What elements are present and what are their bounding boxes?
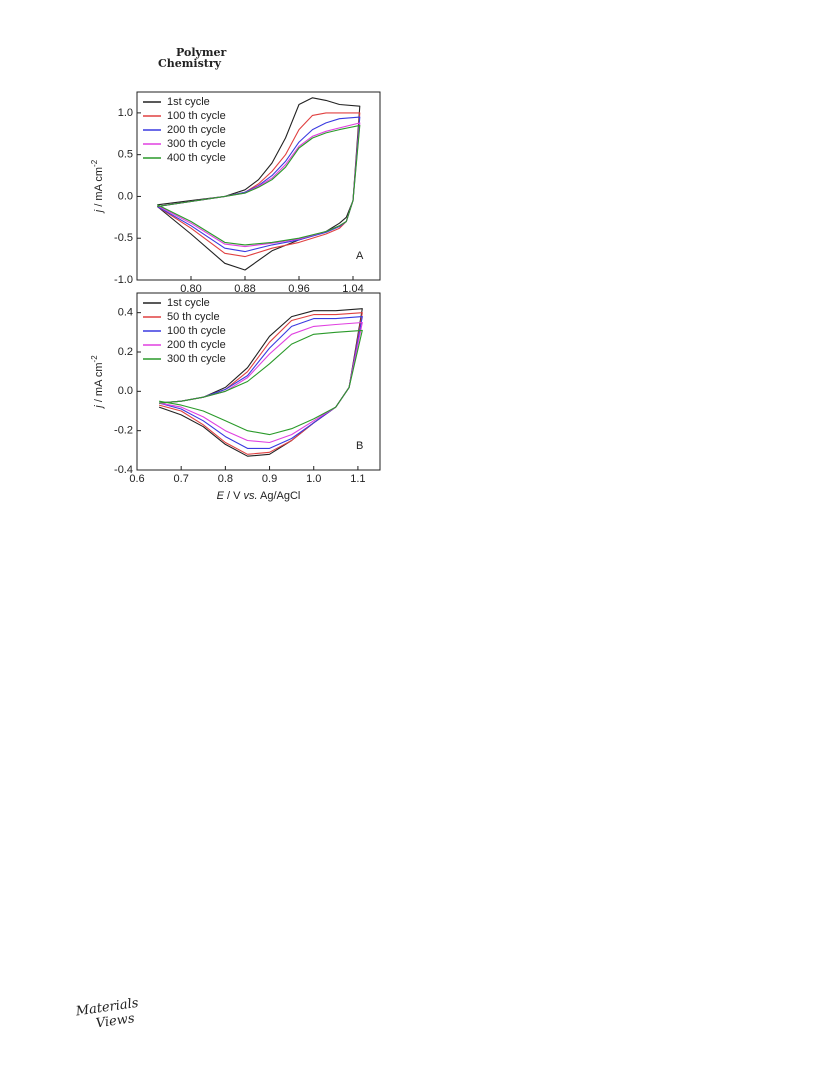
x-tick-label: 0.96 [288,283,309,295]
axis-label-part: E [217,490,225,502]
x-tick-label: 1.1 [350,473,365,485]
y-tick-label: 0.2 [118,346,133,358]
x-tick-label: 0.88 [234,283,255,295]
journal-title: Chemistry [158,57,222,70]
y-axis-label: j / mA cm-2 [90,355,105,410]
panel-label: B [356,440,363,452]
axis-label-part: Ag/AgCl [258,490,301,502]
cv-curve [159,321,363,444]
y-tick-label: 1.0 [118,107,133,119]
axis-label-part: j [93,209,105,214]
legend-label: 1st cycle [167,96,210,108]
x-tick-label: 1.04 [342,283,363,295]
cv-curve [158,316,363,449]
journal-title: Polymer [176,46,227,59]
plot-frame [136,91,381,281]
x-tick-label: 1.0 [306,473,321,485]
axis-label-part: -2 [90,355,99,363]
x-tick-label: 0.9 [262,473,277,485]
cv-curve [157,112,361,258]
axis-label-part: -2 [90,159,99,167]
panel-label: A [356,250,364,262]
axis-label-part: j [93,405,105,410]
axis-label-part: / mA cm [93,167,105,210]
y-tick-label: -0.2 [114,425,133,437]
legend-label: 50 th cycle [167,311,220,323]
x-tick-label: 0.7 [174,473,189,485]
x-axis-label: E / V vs. Ag/AgCl [217,490,301,502]
cv-curve [159,329,363,436]
legend-label: 400 th cycle [167,152,226,164]
axis-label-part: / V [224,490,244,502]
x-tick-label: 0.80 [180,283,201,295]
plot-frame [136,292,381,471]
legend-label: 1st cycle [167,297,210,309]
cv-curve [157,116,361,253]
cv-curve [157,124,361,246]
axis-label-part: / mA cm [93,362,105,405]
y-tick-label: -0.5 [114,232,133,244]
y-tick-label: -1.0 [114,274,133,286]
legend-label: 300 th cycle [167,138,226,150]
legend-label: 200 th cycle [167,124,226,136]
y-axis-label: j / mA cm-2 [90,159,105,214]
x-tick-label: 0.6 [129,473,144,485]
y-tick-label: 0.0 [118,385,133,397]
axis-label-part: vs. [244,490,258,502]
y-tick-label: -0.4 [114,464,133,476]
x-tick-label: 0.8 [218,473,233,485]
legend-label: 100 th cycle [167,110,226,122]
y-tick-label: 0.4 [118,307,133,319]
legend-label: 300 th cycle [167,353,226,365]
y-tick-label: 0.0 [118,190,133,202]
cv-curve [156,97,361,271]
legend-label: 200 th cycle [167,339,226,351]
publisher-logo: Views [95,1011,136,1031]
y-tick-label: 0.5 [118,149,133,161]
legend-label: 100 th cycle [167,325,226,337]
